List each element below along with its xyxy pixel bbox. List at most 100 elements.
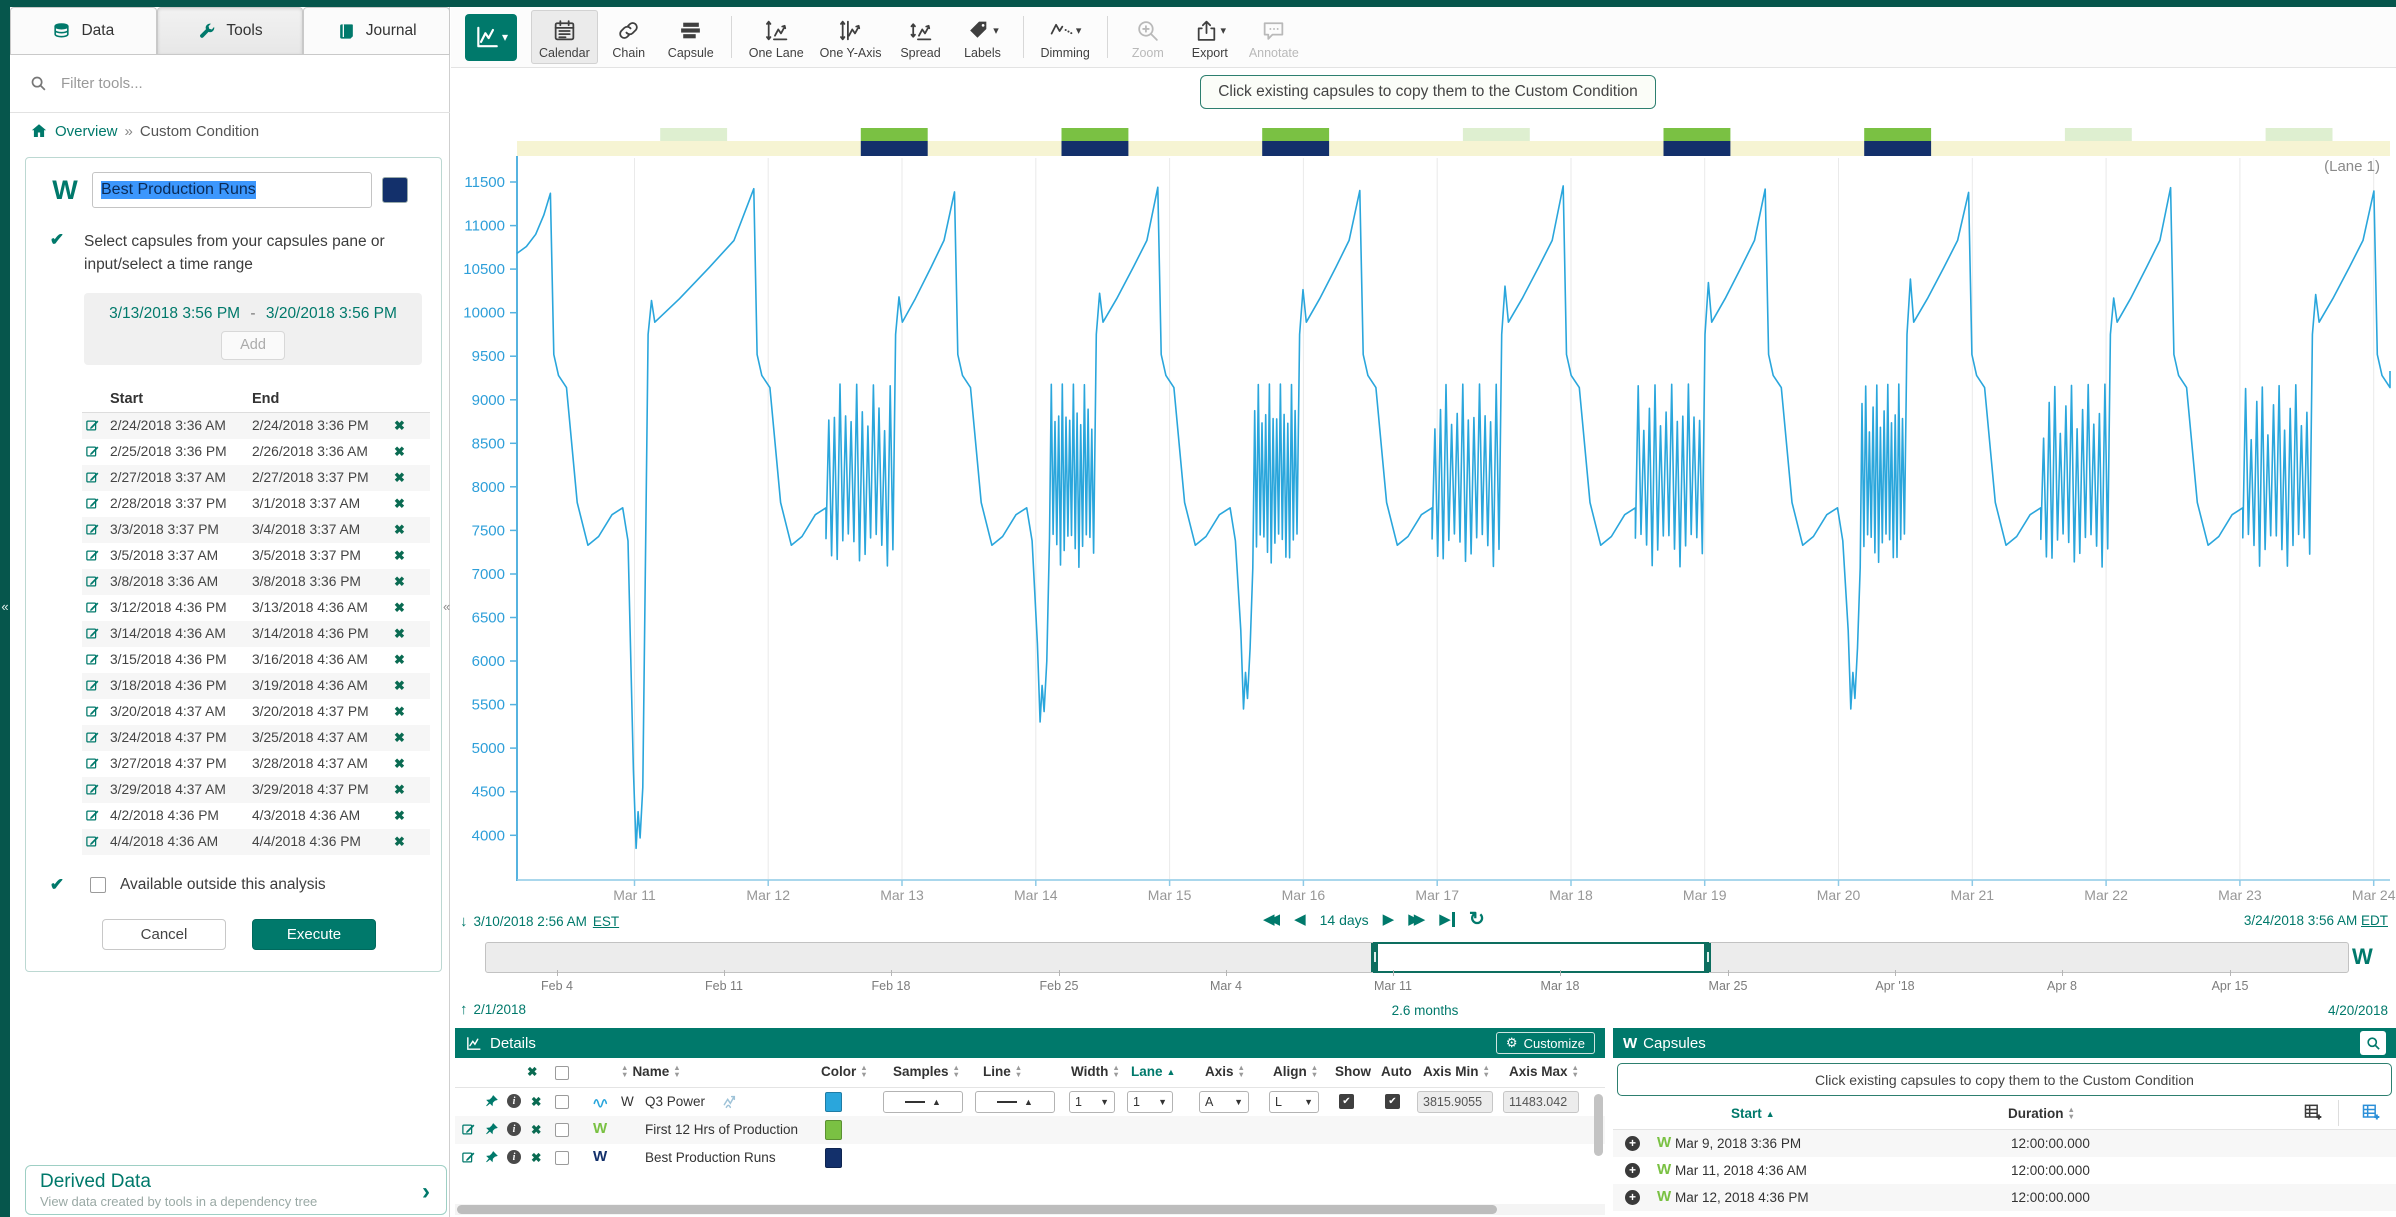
step-forward-double-icon[interactable]: ▶▶ (1408, 911, 1425, 928)
show-checkbox[interactable]: ✔ (1339, 1094, 1354, 1109)
delete-capsule-button[interactable]: ✖ (394, 495, 405, 511)
pin-icon[interactable] (485, 1150, 499, 1164)
add-capsule-to-condition-icon[interactable]: + (1625, 1190, 1640, 1205)
capsule-list-row[interactable]: + W Mar 11, 2018 4:36 AM 12:00:00.000 (1613, 1157, 2396, 1184)
breadcrumb-overview-link[interactable]: Overview (55, 122, 118, 140)
cancel-button[interactable]: Cancel (102, 918, 226, 950)
remove-item-icon[interactable]: ✖ (531, 1095, 542, 1109)
color-swatch[interactable] (825, 1148, 842, 1168)
edit-capsule-button[interactable] (82, 496, 110, 511)
sort-axis[interactable]: Axis ▲ ▼ (1205, 1063, 1245, 1079)
color-swatch[interactable] (825, 1092, 842, 1112)
delete-capsule-button[interactable]: ✖ (394, 469, 405, 485)
toolbar-export-button[interactable]: ▾ Export (1179, 10, 1241, 64)
item-name[interactable]: Q3 Power (645, 1094, 706, 1109)
line-style-dropdown[interactable]: ▲ (975, 1091, 1055, 1113)
timeline-track[interactable] (485, 942, 2349, 973)
add-capsule-to-condition-icon[interactable]: + (1625, 1163, 1640, 1178)
condition-color-swatch[interactable] (382, 177, 408, 203)
toolbar-spread-button[interactable]: Spread (890, 10, 952, 64)
toolbar-calendar-button[interactable]: Calendar (531, 10, 598, 64)
details-vertical-scrollbar[interactable] (1594, 1094, 1603, 1156)
filter-tools-input[interactable] (59, 74, 389, 93)
info-icon[interactable]: i (507, 1122, 521, 1136)
capsule-list-row[interactable]: + W Mar 9, 2018 3:36 PM 12:00:00.000 (1613, 1130, 2396, 1157)
remove-item-icon[interactable]: ✖ (531, 1123, 542, 1137)
tab-journal[interactable]: Journal (303, 7, 451, 55)
edit-capsule-button[interactable] (82, 756, 110, 771)
step-forward-icon[interactable]: ▶ (1382, 911, 1395, 928)
sort-name[interactable]: ▲ ▼ Name ▲ ▼ (621, 1063, 681, 1079)
remove-all-icon[interactable]: ✖ (527, 1065, 538, 1079)
toolbar-labels-button[interactable]: ▾ Labels (952, 10, 1014, 64)
item-name[interactable]: Best Production Runs (645, 1150, 776, 1165)
delete-capsule-button[interactable]: ✖ (394, 703, 405, 719)
add-capsule-button[interactable]: Add (221, 330, 285, 360)
row-checkbox[interactable] (555, 1095, 569, 1109)
width-select[interactable]: 1 ▼ (1069, 1091, 1115, 1113)
edit-capsule-button[interactable] (82, 574, 110, 589)
delete-capsule-button[interactable]: ✖ (394, 521, 405, 537)
add-column-icon[interactable] (2303, 1102, 2323, 1122)
timeline-selection[interactable] (1371, 942, 1711, 973)
sort-width[interactable]: Width ▲ ▼ (1071, 1063, 1120, 1079)
add-stats-column-icon[interactable] (2361, 1102, 2381, 1122)
sort-axis-min[interactable]: Axis Min ▲ ▼ (1423, 1063, 1490, 1079)
timezone-end[interactable]: EDT (2361, 913, 2388, 928)
sort-line[interactable]: Line ▲ ▼ (983, 1063, 1023, 1079)
sort-samples[interactable]: Samples ▲ ▼ (893, 1063, 960, 1079)
details-row-q3-power[interactable]: i ✖ W Q3 Power ▲ ▲ 1 ▼ 1 ▼ A ▼ L ▼ ✔ ✔ 3815.… (455, 1088, 1605, 1116)
arrow-up-icon[interactable]: ↑ (460, 1001, 468, 1018)
lane-select[interactable]: 1 ▼ (1127, 1091, 1173, 1113)
info-icon[interactable]: i (507, 1094, 521, 1108)
axis-min-input[interactable]: 3815.9055 (1417, 1091, 1493, 1113)
timeline-handle-left[interactable] (1371, 943, 1378, 972)
investigate-start-date[interactable]: 2/1/2018 (473, 1002, 527, 1017)
delete-capsule-button[interactable]: ✖ (394, 625, 405, 641)
delete-capsule-button[interactable]: ✖ (394, 833, 405, 849)
tab-data[interactable]: Data (10, 7, 157, 55)
details-row-best-production-runs[interactable]: i ✖ W Best Production Runs (455, 1144, 1605, 1172)
sort-color[interactable]: Color ▲ ▼ (821, 1063, 868, 1079)
arrow-down-icon[interactable]: ↓ (460, 913, 468, 930)
toolbar-dimming-button[interactable]: ▾ Dimming (1033, 10, 1098, 64)
refresh-icon[interactable]: ↻ (1468, 909, 1485, 930)
select-all-checkbox[interactable] (555, 1066, 569, 1080)
display-start-date[interactable]: 3/10/2018 2:56 AM (473, 914, 587, 929)
auto-checkbox[interactable]: ✔ (1385, 1094, 1400, 1109)
pin-icon[interactable] (485, 1094, 499, 1108)
row-checkbox[interactable] (555, 1123, 569, 1137)
delete-capsule-button[interactable]: ✖ (394, 417, 405, 433)
axis-max-input[interactable]: 11483.042 (1503, 1091, 1579, 1113)
remove-item-icon[interactable]: ✖ (531, 1151, 542, 1165)
condition-name-input[interactable]: Best Production Runs (92, 172, 372, 208)
edit-capsule-button[interactable] (82, 600, 110, 615)
range-start[interactable]: 3/13/2018 3:56 PM (109, 304, 241, 322)
info-icon[interactable]: i (507, 1150, 521, 1164)
step-back-double-icon[interactable]: ◀◀ (1263, 911, 1280, 928)
capsules-zoom-button[interactable] (2360, 1031, 2386, 1055)
delete-capsule-button[interactable]: ✖ (394, 729, 405, 745)
customize-button[interactable]: ⚙ Customize (1495, 1032, 1595, 1054)
delete-capsule-button[interactable]: ✖ (394, 807, 405, 823)
toolbar-one-lane-button[interactable]: One Lane (741, 10, 812, 64)
color-swatch[interactable] (825, 1120, 842, 1140)
edit-capsule-button[interactable] (82, 730, 110, 745)
add-capsule-to-condition-icon[interactable]: + (1625, 1136, 1640, 1151)
edit-capsule-button[interactable] (82, 470, 110, 485)
edit-capsule-button[interactable] (82, 652, 110, 667)
toolbar-zoom-button[interactable]: Zoom (1117, 10, 1179, 64)
edit-tool-icon[interactable] (461, 1122, 476, 1137)
timeline-handle-right[interactable] (1704, 943, 1711, 972)
edit-capsule-button[interactable] (82, 678, 110, 693)
sort-lane-active[interactable]: Lane ▲ (1131, 1064, 1176, 1079)
trend-chart[interactable]: 11500 11000 10500 10000 9500 9000 8500 8000 7500… (450, 60, 2396, 906)
toolbar-one-y-axis-button[interactable]: One Y-Axis (812, 10, 890, 64)
edit-capsule-button[interactable] (82, 704, 110, 719)
sort-axis-max[interactable]: Axis Max ▲ ▼ (1509, 1063, 1579, 1079)
align-select[interactable]: L ▼ (1269, 1091, 1319, 1113)
toolbar-annotate-button[interactable]: Annotate (1241, 10, 1307, 64)
sort-align[interactable]: Align ▲ ▼ (1273, 1063, 1319, 1079)
edit-capsule-button[interactable] (82, 782, 110, 797)
toolbar-capsule-button[interactable]: Capsule (660, 10, 722, 64)
